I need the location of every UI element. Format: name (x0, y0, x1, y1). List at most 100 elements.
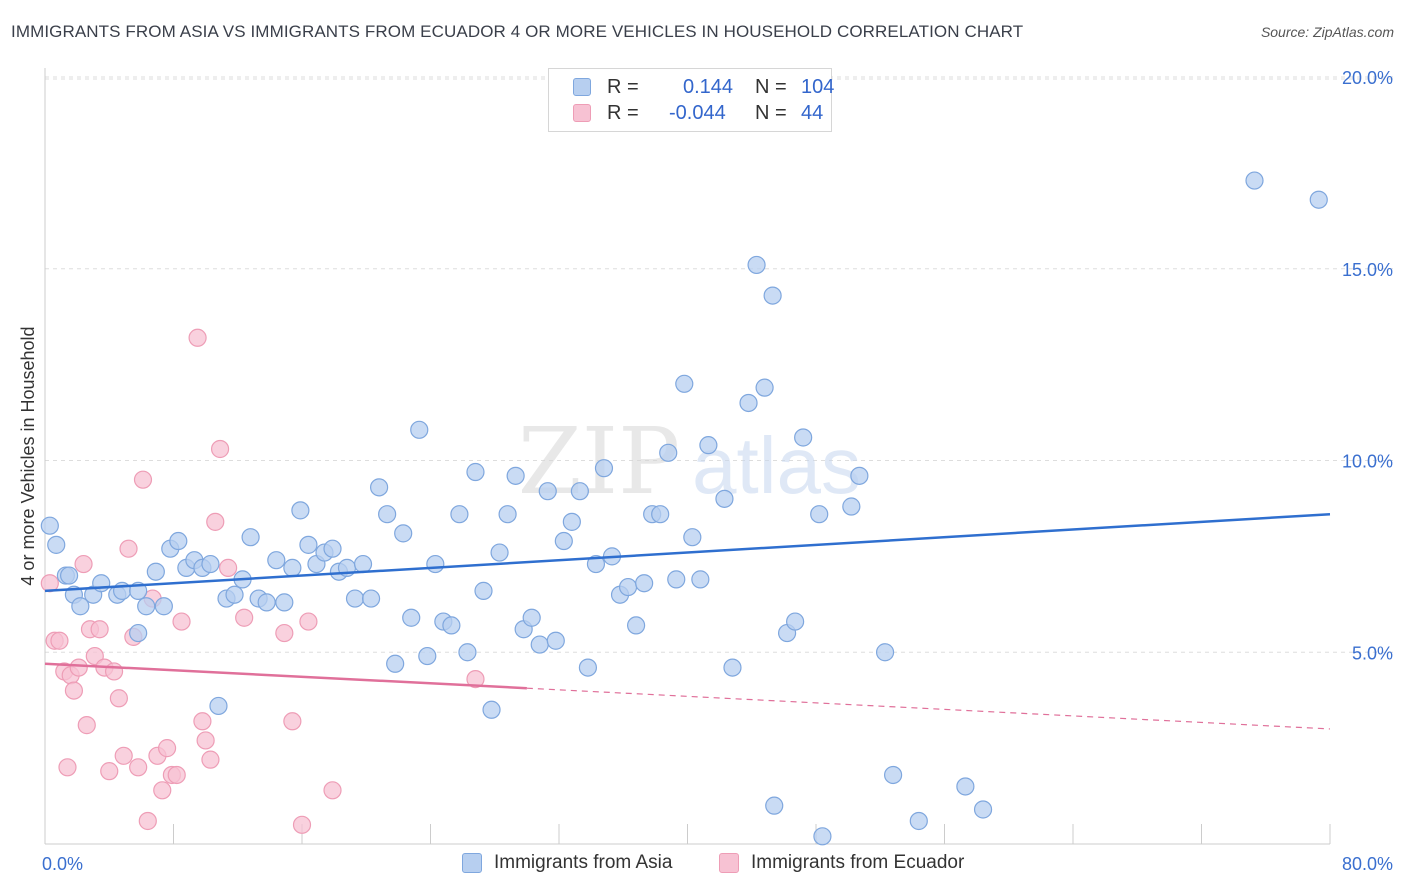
ecuador-point (466, 669, 485, 689)
asia-point (482, 700, 501, 719)
asia-point (699, 436, 718, 455)
asia-n-label: N = (755, 76, 787, 98)
asia-point (426, 554, 445, 574)
asia-point (554, 531, 573, 551)
stats-legend: R = 0.144 N = 104 R = -0.044 N = 44 (548, 68, 835, 132)
bottom-asia-swatch (462, 853, 482, 873)
asia-point (490, 543, 509, 562)
asia-point (209, 696, 228, 716)
asia-point (747, 255, 766, 275)
ecuador-trend-line (44, 662, 527, 690)
asia-point (506, 466, 525, 485)
ecuador-point (167, 765, 186, 785)
ecuador-point (100, 762, 119, 781)
ecuador-point (64, 681, 84, 700)
ecuador-point (235, 608, 254, 627)
ecuador-point (193, 712, 212, 731)
asia-point (225, 585, 244, 604)
asia-point (402, 608, 421, 627)
ecuador-point (172, 612, 191, 631)
asia-point (498, 505, 517, 524)
y-tick-label: 10.0% (1342, 452, 1393, 472)
ecuador-swatch (573, 104, 591, 122)
ecuador-point (133, 470, 153, 489)
asia-point (1245, 171, 1264, 190)
asia-point (765, 796, 784, 815)
y-tick-label: 5.0% (1352, 643, 1393, 663)
asia-point (40, 516, 59, 535)
ecuador-point (283, 712, 302, 731)
asia-point (201, 554, 220, 574)
ecuador-point (299, 612, 318, 631)
ecuador-point (206, 512, 225, 531)
tick-labels: 5.0% 10.0% 15.0% 20.0% 0.0% 80.0% (42, 68, 1393, 874)
y-tick-label: 20.0% (1342, 68, 1393, 88)
asia-point (667, 570, 686, 589)
asia-point (410, 420, 429, 439)
asia-point (283, 558, 302, 577)
y-axis-label: 4 or more Vehicles in Household (18, 326, 38, 585)
ecuador-point (138, 811, 157, 831)
bottom-asia-label: Immigrants from Asia (494, 852, 673, 873)
ecuador-point (69, 658, 88, 677)
trend-lines (44, 512, 1331, 730)
asia-point (675, 374, 694, 393)
asia-point (586, 554, 606, 574)
ecuador-point (275, 623, 294, 643)
asia-point (353, 554, 373, 574)
asia-point (691, 570, 710, 589)
asia-point (361, 589, 381, 608)
asia-point (850, 466, 869, 485)
ecuador-point (104, 662, 124, 681)
asia-point (394, 524, 413, 543)
ecuador-point (77, 716, 96, 735)
asia-trend-line (44, 512, 1331, 593)
asia-point (570, 482, 589, 501)
asia-point (538, 482, 557, 501)
asia-n-value: 104 (801, 76, 835, 98)
asia-point (626, 616, 646, 635)
asia-point (813, 827, 832, 846)
ecuador-n-label: N = (755, 102, 787, 124)
asia-point (763, 286, 782, 305)
asia-point (137, 597, 156, 616)
asia-point (546, 631, 565, 650)
asia-point (794, 428, 813, 447)
asia-point (386, 654, 405, 673)
ecuador-r-value: -0.044 (669, 102, 726, 124)
ecuador-point (129, 758, 148, 777)
ecuador-r-label: R = (607, 102, 639, 124)
asia-point (129, 623, 148, 643)
asia-point (146, 562, 165, 581)
asia-point (956, 777, 975, 796)
ecuador-point (119, 539, 138, 558)
axes (44, 68, 1331, 845)
ecuador-point (109, 689, 128, 708)
asia-r-value: 0.144 (683, 76, 734, 98)
asia-point (875, 643, 895, 662)
y-tick-label: 15.0% (1342, 260, 1393, 280)
asia-point (92, 574, 111, 593)
asia-point (378, 505, 397, 524)
bottom-ecuador-swatch (719, 853, 739, 873)
ecuador-points (40, 328, 485, 834)
asia-point (659, 443, 678, 462)
ecuador-point (157, 739, 177, 758)
ecuador-point (323, 781, 342, 800)
asia-point (59, 566, 79, 585)
asia-point (530, 635, 549, 654)
asia-point (466, 462, 485, 482)
watermark: ZIP atlas (518, 408, 861, 515)
asia-r-label: R = (607, 76, 639, 98)
asia-point (651, 505, 670, 524)
asia-point (474, 581, 493, 600)
x-tick-label: 0.0% (42, 854, 83, 874)
asia-point (522, 608, 541, 627)
asia-point (842, 497, 861, 516)
asia-points (40, 171, 1328, 846)
asia-point (154, 597, 173, 616)
asia-point (578, 658, 598, 677)
ecuador-point (196, 731, 215, 750)
ecuador-point (292, 815, 312, 834)
